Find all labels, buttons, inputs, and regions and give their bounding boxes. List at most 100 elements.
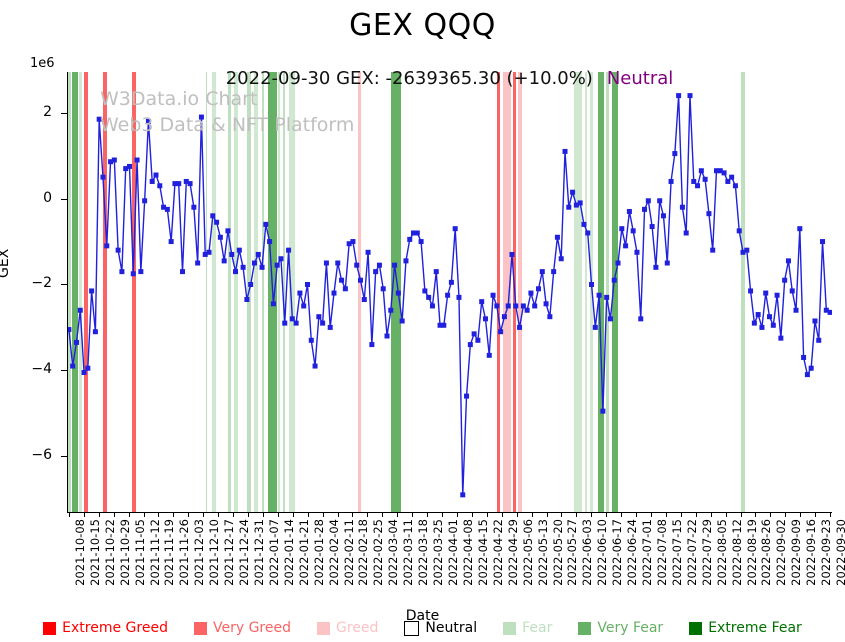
series-marker: [225, 228, 231, 234]
series-marker: [494, 303, 500, 309]
x-tick: [710, 512, 712, 517]
series-marker: [255, 251, 261, 257]
x-tick: [516, 512, 518, 517]
series-marker: [717, 168, 723, 174]
chart-title: GEX QQQ: [349, 8, 496, 43]
series-marker: [797, 226, 803, 232]
series-marker: [785, 258, 791, 264]
series-marker: [130, 271, 136, 277]
legend-item[interactable]: Extreme Greed: [43, 620, 168, 636]
series-marker: [126, 163, 132, 169]
x-tick: [800, 512, 802, 517]
x-tick-label: 2022-01-21: [296, 519, 311, 586]
series-marker: [267, 239, 273, 245]
sentiment-band: [78, 72, 83, 512]
subtitle-row: 2022-09-30 GEX: -2639365.30 (+10.0%) Neut…: [67, 68, 832, 89]
x-tick-label: 2021-10-22: [102, 519, 117, 586]
series-marker: [566, 204, 572, 210]
sentiment-band: [518, 72, 522, 512]
series-marker: [210, 213, 216, 219]
series-marker: [191, 204, 197, 210]
legend-item[interactable]: Neutral: [404, 620, 477, 636]
series-marker: [498, 329, 504, 335]
legend-label: Fear: [522, 620, 553, 636]
series-marker: [282, 320, 288, 326]
series-marker: [176, 181, 182, 187]
x-tick: [755, 512, 757, 517]
series-marker: [263, 221, 269, 227]
legend-item[interactable]: Fear: [503, 620, 552, 636]
sentiment-band: [288, 72, 295, 512]
series-marker: [490, 292, 496, 298]
sentiment-band: [72, 72, 78, 512]
series-marker: [558, 256, 564, 262]
x-tick: [233, 512, 235, 517]
legend-item[interactable]: Very Fear: [578, 620, 663, 636]
series-marker: [73, 339, 79, 345]
series-marker: [820, 239, 826, 245]
series-marker: [426, 294, 432, 300]
series-marker: [486, 352, 492, 358]
series-marker: [229, 251, 235, 257]
x-tick-label: 2022-06-17: [610, 519, 625, 586]
series-marker: [433, 269, 439, 275]
series-marker: [732, 183, 738, 189]
series-line: [68, 95, 831, 495]
series-marker: [297, 290, 303, 296]
series-marker: [551, 269, 557, 275]
x-tick-label: 2022-08-19: [744, 519, 759, 586]
series-marker: [161, 204, 167, 210]
series-marker: [649, 224, 655, 230]
x-tick-label: 2021-11-26: [177, 519, 192, 586]
legend-item[interactable]: Extreme Fear: [689, 620, 802, 636]
series-marker: [85, 365, 91, 371]
sentiment-band: [741, 72, 745, 512]
sentiment-band: [67, 72, 71, 512]
series-marker: [713, 168, 719, 174]
legend-label: Extreme Fear: [708, 620, 802, 636]
legend-item[interactable]: Greed: [316, 620, 378, 636]
series-marker: [532, 303, 538, 309]
series-marker: [581, 221, 587, 227]
gex-series: [67, 93, 832, 498]
y-tick-label: 2: [43, 103, 52, 120]
series-marker: [804, 372, 810, 378]
x-tick-label: 2021-12-24: [237, 519, 252, 586]
series-marker: [475, 337, 481, 343]
x-tick: [83, 512, 85, 517]
series-marker: [104, 243, 110, 249]
series-marker: [513, 303, 519, 309]
series-marker: [270, 301, 276, 307]
x-tick: [218, 512, 220, 517]
sentiment-band: [103, 72, 107, 512]
series-marker: [123, 166, 129, 172]
x-tick-label: 2022-02-11: [341, 519, 356, 586]
legend-item[interactable]: Very Greed: [193, 620, 291, 636]
series-marker: [153, 172, 159, 178]
x-tick-label: 2022-08-12: [729, 519, 744, 586]
series-marker: [445, 292, 451, 298]
series-marker: [672, 151, 678, 157]
legend-swatch: [578, 621, 592, 635]
series-marker: [611, 277, 617, 283]
series-marker: [573, 202, 579, 208]
x-axis-spine: [67, 512, 832, 513]
series-marker: [233, 269, 239, 275]
y-tick-label: −4: [31, 361, 52, 378]
series-marker: [149, 178, 155, 184]
x-tick-label: 2022-01-14: [281, 519, 296, 586]
x-tick: [665, 512, 667, 517]
chart-legend: Extreme Greed Very Greed Greed Neutral Fear V…: [0, 617, 845, 639]
sentiment-band: [282, 72, 285, 512]
x-tick: [680, 512, 682, 517]
sentiment-band: [612, 72, 619, 512]
y-tick: [61, 198, 67, 200]
legend-swatch: [316, 621, 330, 635]
series-marker: [308, 337, 314, 343]
series-marker: [354, 262, 360, 268]
x-tick: [322, 512, 324, 517]
x-axis-label: Date: [405, 608, 440, 624]
x-tick-label: 2021-12-31: [252, 519, 266, 586]
series-marker: [119, 269, 125, 275]
series-marker: [816, 337, 822, 343]
